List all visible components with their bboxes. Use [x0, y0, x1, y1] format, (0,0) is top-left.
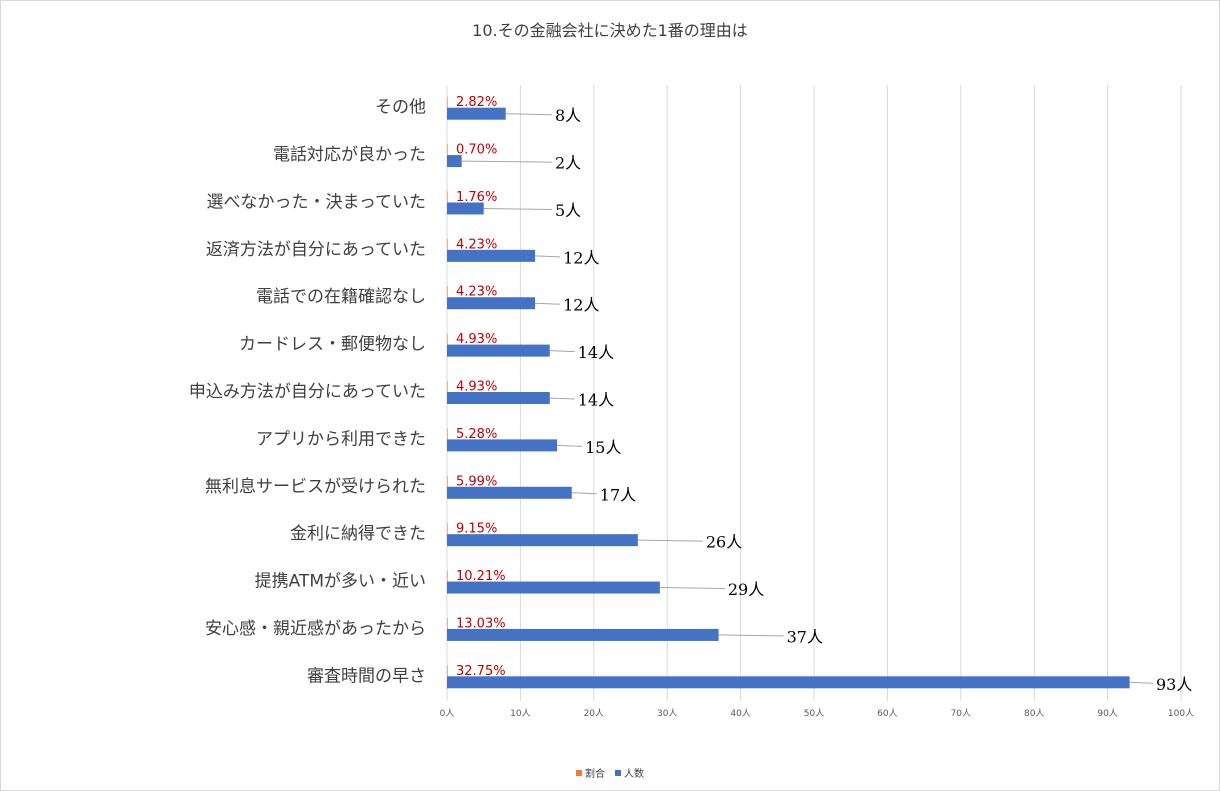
x-tick-label: 70人: [951, 708, 971, 719]
data-label-ratio: 5.99%: [456, 474, 497, 489]
data-label-count: 12人: [563, 248, 599, 267]
data-label-count: 2人: [555, 154, 581, 173]
bar-ratio: [447, 428, 448, 440]
data-label-ratio: 4.93%: [456, 380, 497, 395]
data-label-count: 5人: [555, 201, 581, 220]
leader-line: [549, 397, 575, 400]
legend: 割合 人数: [1, 765, 1219, 780]
bar-count: [447, 581, 660, 594]
bar-count: [447, 534, 638, 547]
x-tick-label: 80人: [1024, 708, 1044, 719]
leader-line: [535, 255, 561, 258]
data-label-ratio: 4.23%: [456, 285, 497, 300]
category-label: その他: [375, 98, 426, 118]
bar-count: [447, 202, 484, 215]
category-label: カードレス・郵便物なし: [239, 335, 426, 355]
data-label-ratio: 5.28%: [456, 427, 497, 442]
data-label-ratio: 10.21%: [456, 569, 506, 584]
leader-line: [637, 539, 703, 542]
bar-ratio: [447, 570, 448, 582]
leader-line: [461, 160, 553, 163]
chart-title: 10.その金融会社に決めた1番の理由は: [472, 21, 748, 40]
category-label: 電話での在籍確認なし: [256, 287, 426, 307]
x-tick-label: 0人: [440, 708, 455, 719]
data-label-ratio: 2.82%: [456, 95, 497, 110]
leader-line: [557, 444, 583, 447]
bar-count: [447, 486, 572, 499]
bar-count: [447, 344, 550, 357]
legend-label-ratio: 割合: [585, 769, 605, 780]
bar-ratio: [447, 523, 448, 535]
category-label: 金利に納得できた: [290, 524, 426, 544]
x-tick-label: 40人: [730, 708, 750, 719]
bar-count: [447, 107, 506, 120]
data-label-ratio: 13.03%: [456, 616, 506, 631]
bar-ratio: [447, 144, 448, 156]
data-label-ratio: 1.76%: [456, 190, 497, 205]
x-tick-label: 10人: [510, 708, 530, 719]
category-label: 申込み方法が自分にあっていた: [189, 382, 426, 402]
category-label: 選べなかった・決まっていた: [207, 192, 426, 212]
bar-ratio: [447, 286, 448, 298]
data-label-ratio: 9.15%: [456, 522, 497, 537]
bar-count: [447, 439, 558, 452]
bar-ratio: [447, 475, 448, 487]
bar-ratio: [447, 191, 448, 203]
data-label-count: 93人: [1156, 675, 1192, 694]
legend-swatch-ratio: [576, 769, 582, 776]
data-label-count: 15人: [585, 438, 621, 457]
bar-ratio: [447, 96, 448, 108]
bar-ratio: [447, 665, 448, 677]
data-label-count: 14人: [578, 391, 614, 410]
data-label-ratio: 4.93%: [456, 332, 497, 347]
legend-item-ratio: 割合: [576, 765, 605, 780]
legend-item-count: 人数: [615, 765, 644, 780]
data-label-ratio: 32.75%: [456, 664, 506, 679]
data-label-count: 29人: [728, 580, 764, 599]
bar-count: [447, 297, 536, 310]
category-label: 無利息サービスが受けられた: [205, 477, 426, 497]
category-label: 審査時間の早さ: [307, 666, 426, 686]
bar-count: [447, 249, 536, 262]
leader-line: [549, 350, 575, 353]
data-label-count: 26人: [706, 533, 742, 552]
x-tick-label: 20人: [584, 708, 604, 719]
leader-line: [505, 113, 553, 116]
leader-line: [571, 492, 597, 495]
data-label-count: 37人: [787, 627, 823, 646]
data-label-ratio: 4.23%: [456, 237, 497, 252]
x-tick-label: 90人: [1097, 708, 1117, 719]
legend-label-count: 人数: [624, 769, 644, 780]
bar-ratio: [447, 333, 448, 345]
leader-line: [535, 302, 561, 305]
category-label: 提携ATMが多い・近い: [255, 572, 426, 592]
data-label-ratio: 0.70%: [456, 143, 497, 158]
x-tick-label: 60人: [877, 708, 897, 719]
category-label: アプリから利用できた: [256, 429, 426, 449]
category-label: 電話対応が良かった: [273, 145, 426, 165]
leader-line: [718, 634, 784, 637]
data-label-count: 17人: [600, 485, 636, 504]
bar-count: [447, 392, 550, 404]
bar-count: [447, 155, 462, 168]
x-tick-label: 100人: [1168, 708, 1194, 719]
x-tick-label: 50人: [804, 708, 824, 719]
category-label: 安心感・親近感があったから: [205, 619, 426, 639]
bar-count: [447, 628, 719, 641]
bar-count: [447, 676, 1130, 689]
leader-line: [659, 587, 725, 590]
leader-line: [483, 207, 553, 210]
data-label-count: 8人: [555, 106, 581, 125]
data-label-count: 12人: [563, 296, 599, 315]
category-label: 返済方法が自分にあっていた: [206, 240, 426, 260]
leader-line: [1129, 681, 1154, 684]
bar-ratio: [447, 238, 448, 250]
data-label-count: 14人: [578, 343, 614, 362]
x-tick-label: 30人: [657, 708, 677, 719]
bar-ratio: [447, 617, 448, 629]
bar-ratio: [447, 381, 448, 392]
legend-swatch-count: [615, 769, 621, 776]
